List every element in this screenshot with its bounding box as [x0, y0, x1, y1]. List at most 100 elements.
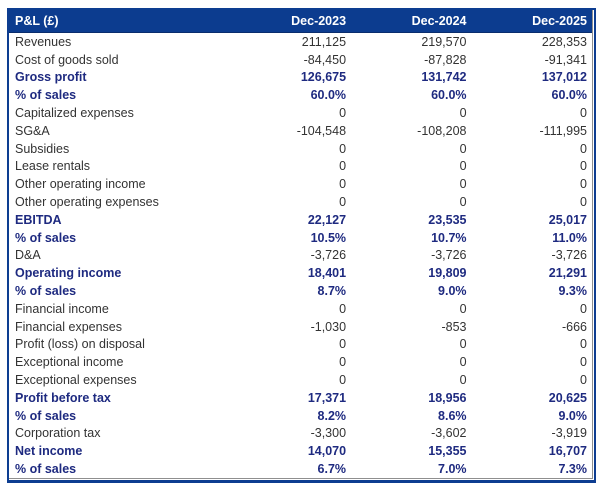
row-value: 7.0% — [438, 462, 467, 477]
row-value: -3,726 — [431, 248, 467, 263]
row-value: 17,371 — [307, 390, 347, 405]
row-label: % of sales — [15, 408, 77, 423]
row-value: 137,012 — [541, 70, 587, 85]
row-value: 0 — [339, 177, 347, 192]
row-value: 23,535 — [428, 212, 467, 227]
row-value: 0 — [339, 159, 347, 174]
table-row: % of sales 8.7% 9.0% 9.3% — [9, 282, 592, 300]
row-value: 126,675 — [300, 70, 347, 85]
column-header-dec-2024: Dec-2024 — [351, 10, 472, 33]
row-value: 0 — [339, 301, 347, 316]
table-row: Subsidies 0 0 0 — [9, 140, 592, 158]
row-value: 219,570 — [421, 34, 467, 49]
row-value: -111,995 — [539, 123, 588, 138]
row-value: -3,300 — [310, 426, 347, 441]
row-value: -3,726 — [551, 248, 587, 263]
row-label: EBITDA — [15, 212, 62, 227]
column-header-dec-2023: Dec-2023 — [230, 10, 352, 33]
row-value: 6.7% — [317, 462, 347, 477]
row-value: 211,125 — [301, 34, 347, 49]
row-value: -3,726 — [310, 248, 347, 263]
row-value: 22,127 — [307, 212, 347, 227]
table-row: Other operating expenses 0 0 0 — [9, 193, 592, 211]
row-value: 14,070 — [307, 444, 347, 459]
column-header-dec-2025: Dec-2025 — [471, 10, 592, 33]
table-row: % of sales 60.0% 60.0% 60.0% — [9, 86, 592, 104]
row-value: 0 — [339, 337, 347, 352]
row-value: -3,919 — [551, 426, 587, 441]
table-row: Net income 14,070 15,355 16,707 — [9, 442, 592, 460]
table-row: SG&A -104,548 -108,208 -111,995 — [9, 122, 592, 140]
row-label: Profit before tax — [15, 390, 111, 405]
row-label: Corporation tax — [15, 426, 101, 441]
row-label: Profit (loss) on disposal — [15, 337, 145, 352]
row-value: 8.2% — [317, 408, 347, 423]
row-label: SG&A — [15, 123, 50, 138]
row-value: 0 — [339, 106, 347, 121]
table-row: % of sales 6.7% 7.0% 7.3% — [9, 460, 592, 478]
row-value: 19,809 — [428, 266, 467, 281]
row-value: 131,742 — [421, 70, 467, 85]
row-value: 0 — [459, 373, 467, 388]
table-row: % of sales 10.5% 10.7% 11.0% — [9, 229, 592, 247]
row-value: -3,602 — [431, 426, 467, 441]
table-body: Revenues 211,125 219,570 228,353 Cost of… — [9, 33, 592, 478]
row-value: 7.3% — [558, 462, 588, 477]
row-label: Net income — [15, 444, 83, 459]
row-value: 9.0% — [438, 284, 467, 299]
row-label: Cost of goods sold — [15, 52, 119, 67]
row-label: % of sales — [15, 230, 77, 245]
row-value: 9.0% — [558, 408, 588, 423]
row-value: 11.0% — [552, 230, 587, 245]
row-value: 25,017 — [548, 212, 587, 227]
row-value: 0 — [580, 141, 587, 156]
row-value: 0 — [459, 177, 467, 192]
row-label: Revenues — [15, 34, 72, 49]
row-label: Other operating income — [15, 177, 146, 192]
pnl-table: P&L (£) Dec-2023 Dec-2024 Dec-2025 Reven… — [9, 10, 592, 478]
row-value: 18,956 — [428, 390, 467, 405]
row-label: % of sales — [15, 88, 77, 103]
table-row: Capitalized expenses 0 0 0 — [9, 104, 592, 122]
table-row: Financial income 0 0 0 — [9, 300, 592, 318]
row-value: 0 — [459, 355, 467, 370]
row-label: % of sales — [15, 462, 77, 477]
row-label: Subsidies — [15, 141, 70, 156]
row-value: 0 — [459, 141, 467, 156]
row-value: -853 — [441, 319, 467, 334]
table-row: Exceptional expenses 0 0 0 — [9, 371, 592, 389]
table-row: D&A -3,726 -3,726 -3,726 — [9, 247, 592, 265]
row-value: 0 — [459, 106, 467, 121]
row-value: 0 — [339, 141, 347, 156]
row-value: 0 — [339, 355, 347, 370]
table-row: EBITDA 22,127 23,535 25,017 — [9, 211, 592, 229]
table-inner: P&L (£) Dec-2023 Dec-2024 Dec-2025 Reven… — [9, 10, 593, 479]
row-label: % of sales — [15, 284, 77, 299]
row-value: 0 — [339, 195, 347, 210]
row-label: Capitalized expenses — [15, 106, 134, 121]
row-label: Exceptional income — [15, 355, 124, 370]
row-value: 228,353 — [541, 34, 587, 49]
row-value: 60.0% — [551, 88, 587, 103]
row-value: 0 — [339, 373, 347, 388]
row-value: 0 — [580, 106, 587, 121]
row-value: 60.0% — [431, 88, 467, 103]
row-value: -666 — [561, 319, 587, 334]
row-label: Operating income — [15, 266, 122, 281]
row-value: 0 — [459, 337, 467, 352]
table-row: Gross profit 126,675 131,742 137,012 — [9, 69, 592, 87]
row-value: 0 — [580, 159, 587, 174]
table-row: Exceptional income 0 0 0 — [9, 353, 592, 371]
row-label: D&A — [15, 248, 41, 263]
row-value: -91,341 — [544, 52, 587, 67]
row-value: 0 — [459, 195, 467, 210]
row-value: 15,355 — [428, 444, 467, 459]
header-row: P&L (£) Dec-2023 Dec-2024 Dec-2025 — [9, 10, 592, 33]
row-value: 10.5% — [310, 230, 347, 245]
row-value: 0 — [580, 301, 587, 316]
column-header-pnl: P&L (£) — [9, 10, 231, 33]
row-label: Exceptional expenses — [15, 373, 137, 388]
row-value: 21,291 — [548, 266, 587, 281]
row-label: Financial income — [15, 301, 109, 316]
table-row: % of sales 8.2% 8.6% 9.0% — [9, 407, 592, 425]
